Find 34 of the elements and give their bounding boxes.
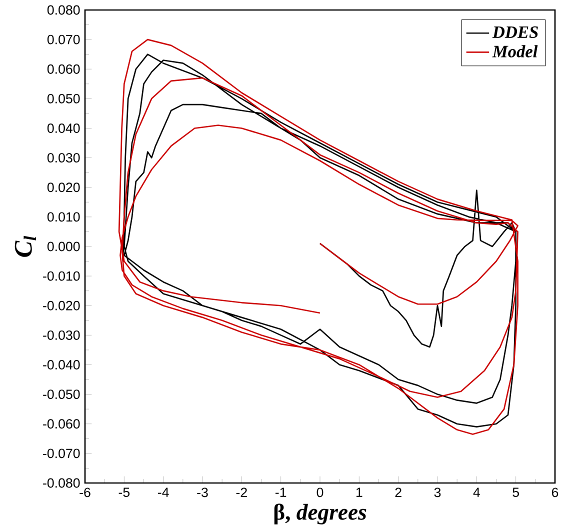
x-tick-label: 5 [512,488,519,497]
x-tick-label: 1 [356,488,362,497]
x-tick-label: -3 [197,488,208,498]
x-tick-label: 3 [434,488,441,498]
x-axis-title: β, degrees [274,504,366,524]
y-tick-label: 0.080 [47,5,80,15]
y-tick-label: -0.020 [43,300,80,310]
y-tick-label: 0.030 [47,153,80,163]
legend-label: DDES [492,26,538,38]
legend-label: Model [492,45,538,58]
x-tick-label: -2 [236,488,247,498]
x-tick-label: 0 [316,488,324,498]
y-tick-label: 0.050 [47,94,80,104]
y-tick-label: -0.050 [43,390,80,400]
y-axis-title: C$_{l}$ [14,236,36,257]
y-tick-label: 0.040 [47,124,80,133]
y-tick-label: 0.060 [47,64,80,74]
x-tick-label: -1 [275,488,286,497]
x-tick-label: -5 [118,488,130,497]
y-tick-label: -0.010 [43,271,80,281]
y-tick-label: -0.040 [43,360,80,370]
y-tick-label: -0.070 [43,448,80,458]
y-tick-label: 0.000 [47,242,80,252]
x-tick-label: -4 [158,488,169,497]
x-tick-label: -6 [80,488,90,498]
y-tick-label: 0.010 [47,212,80,222]
y-tick-label: -0.030 [43,330,80,340]
y-tick-label: -0.080 [43,478,80,488]
x-tick-label: 2 [395,488,402,498]
y-tick-label: 0.070 [47,34,80,44]
x-tick-label: 4 [473,488,480,497]
y-tick-label: -0.060 [43,419,80,429]
x-tick-label: 6 [552,488,558,498]
y-tick-label: 0.020 [47,182,80,192]
